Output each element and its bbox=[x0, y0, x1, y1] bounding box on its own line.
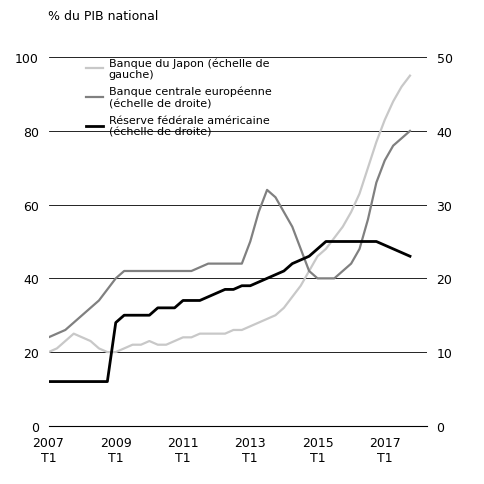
Legend: Banque du Japon (échelle de
gauche), Banque centrale européenne
(échelle de droi: Banque du Japon (échelle de gauche), Ban… bbox=[86, 58, 271, 137]
Text: % du PIB national: % du PIB national bbox=[48, 10, 159, 23]
